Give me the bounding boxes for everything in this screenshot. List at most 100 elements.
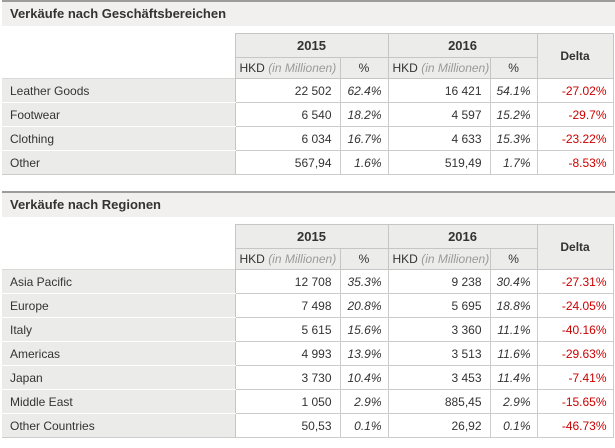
hkd-label: HKD <box>392 252 418 266</box>
pct-2015-value: 1.6% <box>339 150 389 175</box>
table-row: Other Countries 50,53 0.1% 26,92 0.1% -46.73% <box>2 413 614 438</box>
table-row: Leather Goods 22 502 62.4% 16 421 54.1% -27.0… <box>2 78 614 103</box>
hkd-unit-note: (in Millionen) <box>268 252 337 266</box>
table-row: Italy 5 615 15.6% 3 360 11.1% -40.16% <box>2 317 614 342</box>
hkd-2015-value: 567,94 <box>234 150 341 175</box>
hkd-2016-value: 519,49 <box>387 150 491 175</box>
hkd-2016-value: 3 360 <box>387 317 491 342</box>
subheader-hkd-2016: HKD (in Millionen) <box>387 57 491 79</box>
pct-2016-value: 11.1% <box>489 317 538 342</box>
table-row: Clothing 6 034 16.7% 4 633 15.3% -23.22% <box>2 126 614 151</box>
subheader-hkd-2016: HKD (in Millionen) <box>387 248 491 270</box>
pct-2015-value: 0.1% <box>339 413 389 438</box>
section-title-regions: Verkäufe nach Regionen <box>2 191 615 217</box>
pct-2016-value: 15.3% <box>489 126 538 151</box>
header-spacer <box>2 33 235 79</box>
pct-2016-value: 0.1% <box>489 413 538 438</box>
report-page: Verkäufe nach Geschäftsbereichen 2015 20… <box>2 0 615 438</box>
delta-value: -8.53% <box>536 150 614 175</box>
row-label: Other Countries <box>2 413 236 438</box>
hkd-2015-value: 50,53 <box>234 413 341 438</box>
pct-2015-value: 18.2% <box>339 102 389 127</box>
table-row: Middle East 1 050 2.9% 885,45 2.9% -15.65% <box>2 389 614 414</box>
hkd-2015-value: 4 993 <box>234 341 341 366</box>
pct-2016-value: 11.4% <box>489 365 538 390</box>
row-label: Leather Goods <box>2 78 236 103</box>
pct-2016-value: 15.2% <box>489 102 538 127</box>
pct-2015-value: 2.9% <box>339 389 389 414</box>
row-label: Italy <box>2 317 236 342</box>
pct-2016-value: 54.1% <box>489 78 538 103</box>
delta-value: -29.7% <box>536 102 614 127</box>
hkd-2016-value: 26,92 <box>387 413 491 438</box>
delta-value: -7.41% <box>536 365 614 390</box>
row-label: Footwear <box>2 102 236 127</box>
row-label: Clothing <box>2 126 236 151</box>
sales-by-region-table: 2015 2016 Delta HKD (in Millionen) % HKD… <box>2 224 614 438</box>
row-label: Americas <box>2 341 236 366</box>
hkd-label: HKD <box>392 61 418 75</box>
pct-2015-value: 16.7% <box>339 126 389 151</box>
pct-2016-value: 11.6% <box>489 341 538 366</box>
table-row: Asia Pacific 12 708 35.3% 9 238 30.4% -27.31% <box>2 269 614 294</box>
section-business-areas: Verkäufe nach Geschäftsbereichen 2015 20… <box>2 0 615 175</box>
pct-2015-value: 62.4% <box>339 78 389 103</box>
subheader-pct-2016: % <box>489 57 538 79</box>
column-header-delta: Delta <box>536 224 614 270</box>
table-row: Footwear 6 540 18.2% 4 597 15.2% -29.7% <box>2 102 614 127</box>
table-row: Americas 4 993 13.9% 3 513 11.6% -29.63% <box>2 341 614 366</box>
delta-value: -29.63% <box>536 341 614 366</box>
column-header-2016: 2016 <box>387 224 538 249</box>
hkd-unit-note: (in Millionen) <box>421 61 490 75</box>
column-header-2015: 2015 <box>234 33 389 58</box>
delta-value: -24.05% <box>536 293 614 318</box>
header-row-units: HKD (in Millionen) % HKD (in Millionen) … <box>2 57 613 79</box>
hkd-2015-value: 3 730 <box>234 365 341 390</box>
sales-by-business-area-table: 2015 2016 Delta HKD (in Millionen) % HKD… <box>2 33 614 175</box>
pct-2015-value: 13.9% <box>339 341 389 366</box>
header-row-years: 2015 2016 Delta <box>2 224 614 270</box>
column-header-2015: 2015 <box>234 224 389 249</box>
hkd-2015-value: 6 540 <box>234 102 341 127</box>
header-row-years: 2015 2016 Delta <box>2 33 614 79</box>
delta-value: -40.16% <box>536 317 614 342</box>
subheader-hkd-2015: HKD (in Millionen) <box>234 248 341 270</box>
hkd-2015-value: 12 708 <box>234 269 341 294</box>
hkd-2016-value: 3 513 <box>387 341 491 366</box>
hkd-2016-value: 9 238 <box>387 269 491 294</box>
delta-value: -27.02% <box>536 78 614 103</box>
hkd-2015-value: 5 615 <box>234 317 341 342</box>
hkd-2015-value: 1 050 <box>234 389 341 414</box>
table-row: Japan 3 730 10.4% 3 453 11.4% -7.41% <box>2 365 614 390</box>
hkd-2016-value: 5 695 <box>387 293 491 318</box>
pct-2015-value: 20.8% <box>339 293 389 318</box>
hkd-2016-value: 3 453 <box>387 365 491 390</box>
pct-2016-value: 1.7% <box>489 150 538 175</box>
pct-2016-value: 30.4% <box>489 269 538 294</box>
hkd-2015-value: 7 498 <box>234 293 341 318</box>
pct-2015-value: 15.6% <box>339 317 389 342</box>
hkd-label: HKD <box>239 252 265 266</box>
delta-value: -23.22% <box>536 126 614 151</box>
header-spacer <box>2 224 235 270</box>
delta-value: -27.31% <box>536 269 614 294</box>
table-row: Other 567,94 1.6% 519,49 1.7% -8.53% <box>2 150 614 175</box>
header-row-units: HKD (in Millionen) % HKD (in Millionen) … <box>2 248 613 270</box>
subheader-pct-2015: % <box>339 248 389 270</box>
section-regions: Verkäufe nach Regionen 2015 2016 Delta H… <box>2 191 615 438</box>
row-label: Asia Pacific <box>2 269 236 294</box>
delta-value: -46.73% <box>536 413 614 438</box>
hkd-2016-value: 885,45 <box>387 389 491 414</box>
pct-2016-value: 2.9% <box>489 389 538 414</box>
row-label: Europe <box>2 293 236 318</box>
table-body: Asia Pacific 12 708 35.3% 9 238 30.4% -27.31%… <box>2 269 614 438</box>
section-title-business-areas: Verkäufe nach Geschäftsbereichen <box>2 0 615 26</box>
delta-value: -15.65% <box>536 389 614 414</box>
table-body: Leather Goods 22 502 62.4% 16 421 54.1% -27.0… <box>2 78 614 175</box>
row-label: Japan <box>2 365 236 390</box>
hkd-2015-value: 22 502 <box>234 78 341 103</box>
hkd-unit-note: (in Millionen) <box>268 61 337 75</box>
row-label: Other <box>2 150 236 175</box>
hkd-label: HKD <box>239 61 265 75</box>
row-label: Middle East <box>2 389 236 414</box>
